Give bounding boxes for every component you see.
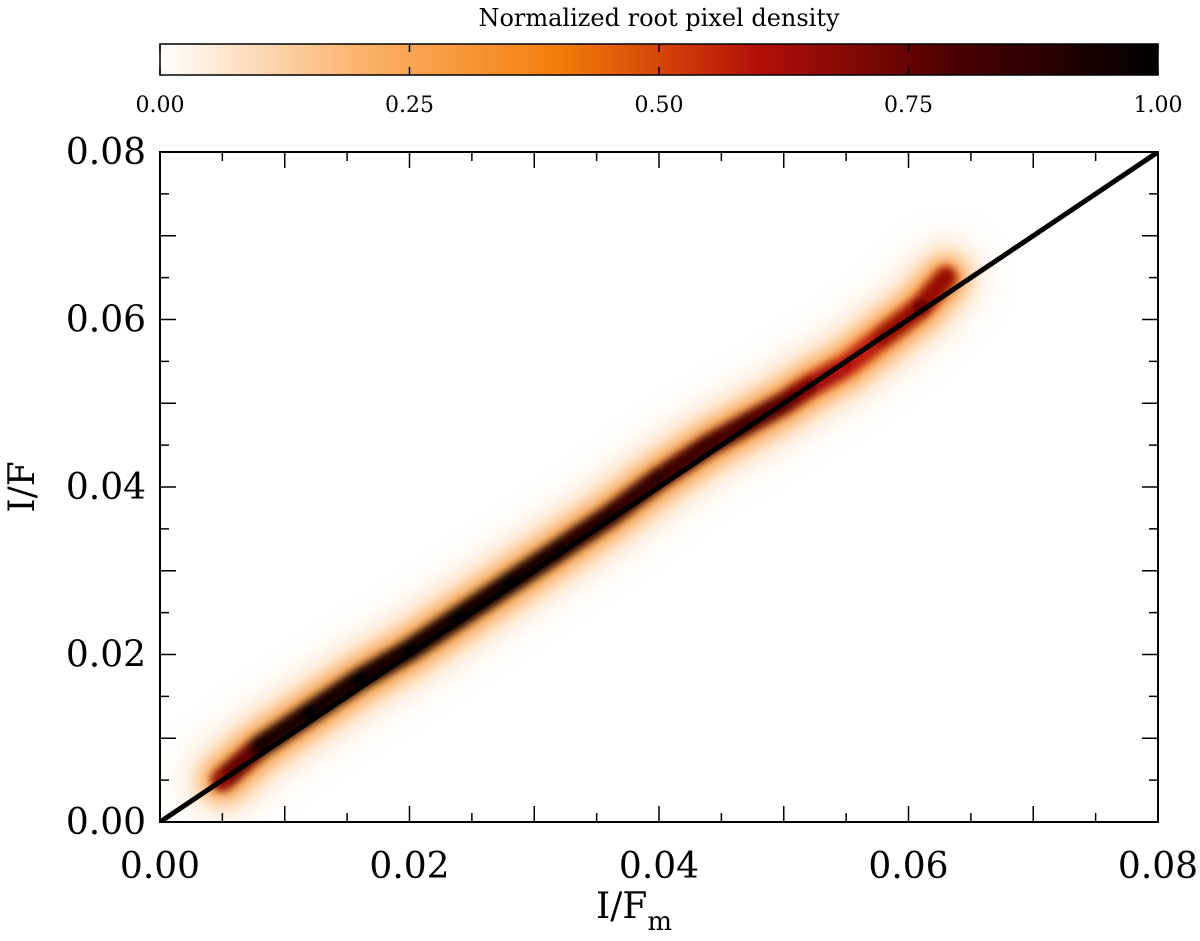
- one-to-one-line: [160, 152, 1158, 822]
- x-tick-label: 0.02: [369, 846, 449, 887]
- x-axis-label-subscript: m: [647, 907, 672, 937]
- x-tick-label: 0.06: [868, 846, 948, 887]
- colorbar-tick-label: 0.00: [136, 93, 185, 118]
- y-tick-label: 0.04: [66, 467, 146, 508]
- colorbar-tick-label: 1.00: [1134, 93, 1183, 118]
- axis-ticks: 0.00 0.02 0.04 0.06 0.08 0.00 0.02 0.04 0.06 0.08: [66, 132, 1198, 887]
- y-axis-label: I/F: [2, 461, 43, 512]
- colorbar-tick-label: 0.50: [635, 93, 684, 118]
- colorbar-tick-label: 0.25: [385, 93, 434, 118]
- y-tick-label: 0.08: [66, 132, 146, 173]
- colorbar-ticks: 0.00 0.25 0.50 0.75 1.00: [136, 44, 1183, 118]
- y-tick-label: 0.00: [66, 802, 146, 843]
- density-peak: [937, 269, 954, 286]
- x-tick-label: 0.00: [120, 846, 200, 887]
- x-tick-label: 0.08: [1118, 846, 1198, 887]
- y-tick-label: 0.06: [66, 300, 146, 341]
- x-axis-label-main: I/F: [596, 886, 647, 927]
- y-tick-label: 0.02: [66, 635, 146, 676]
- x-axis-label: I/Fm: [596, 886, 672, 937]
- colorbar: Normalized root pixel density 0.00 0.25 0.…: [136, 4, 1183, 118]
- colorbar-tick-label: 0.75: [884, 93, 933, 118]
- x-tick-label: 0.04: [619, 846, 699, 887]
- colorbar-label: Normalized root pixel density: [478, 4, 840, 32]
